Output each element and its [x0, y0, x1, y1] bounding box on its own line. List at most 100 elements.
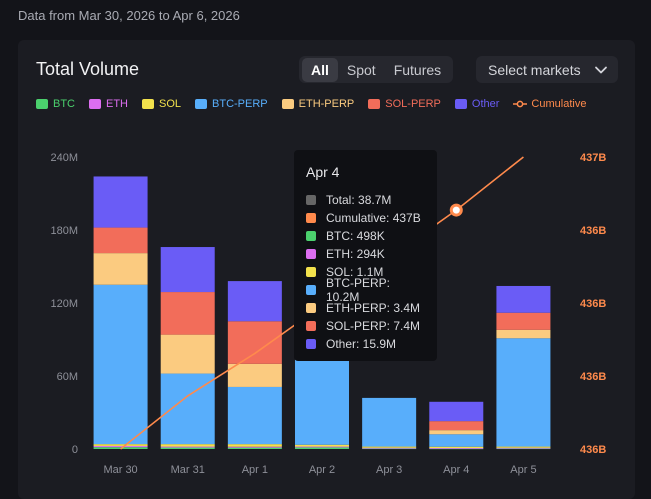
- legend-swatch: [36, 99, 48, 109]
- tooltip-row: Total: 38.7M: [306, 191, 425, 209]
- y2-tick-label: 436B: [580, 371, 606, 383]
- tooltip-swatch: [306, 213, 316, 223]
- card-title: Total Volume: [36, 59, 140, 79]
- tooltip-swatch: [306, 267, 316, 277]
- cumulative-line-icon: [513, 100, 528, 108]
- x-tick-label: Mar 31: [171, 464, 205, 476]
- tooltip-swatch: [306, 339, 316, 349]
- tooltip-row: Other: 15.9M: [306, 335, 425, 353]
- y-tick-label: 60M: [57, 371, 78, 383]
- bar-segment-eth: [496, 447, 551, 449]
- bar-segment-btc-perp: [362, 397, 417, 447]
- chart-legend: BTC ETH SOL BTC-PERP ETH-PERP SOL-PERP O…: [36, 98, 600, 110]
- bar-segment-sol-perp: [429, 421, 484, 431]
- bar-segment-eth-perp: [93, 253, 148, 285]
- tooltip-row-text: Total: 38.7M: [326, 193, 392, 207]
- bar-segment-sol: [93, 444, 148, 446]
- chart-tooltip: Apr 4 Total: 38.7M Cumulative: 437B BTC:…: [294, 150, 437, 361]
- y-tick-label: 120M: [50, 298, 78, 310]
- legend-item-eth-perp[interactable]: ETH-PERP: [281, 98, 354, 110]
- bar-segment-eth: [429, 448, 484, 449]
- bar-segment-other: [160, 247, 215, 293]
- legend-item-cumulative[interactable]: Cumulative: [513, 98, 586, 110]
- legend-item-sol[interactable]: SOL: [142, 98, 181, 110]
- legend-item-btc-perp[interactable]: BTC-PERP: [195, 98, 268, 110]
- tooltip-row: ETH-PERP: 3.4M: [306, 299, 425, 317]
- tooltip-row-text: BTC-PERP: 10.2M: [326, 276, 391, 304]
- tooltip-swatch: [306, 285, 316, 295]
- bar-segment-btc-perp: [496, 338, 551, 447]
- market-type-tabs: All Spot Futures: [299, 56, 454, 83]
- tooltip-row: BTC-PERP: 10.2M: [306, 276, 425, 304]
- bar-segment-eth-perp: [160, 334, 215, 374]
- select-markets-dropdown[interactable]: Select markets: [476, 56, 618, 83]
- bar-segment-eth: [93, 445, 148, 448]
- bar-segment-eth: [295, 446, 349, 448]
- y2-tick-label: 437B: [580, 152, 606, 164]
- bar-segment-other: [429, 401, 484, 422]
- legend-label: Cumulative: [531, 98, 587, 110]
- tab-all[interactable]: All: [302, 57, 338, 82]
- bar-segment-sol: [295, 444, 349, 447]
- tooltip-row: SOL: 1.1M: [306, 263, 425, 281]
- x-tick-label: Apr 3: [376, 464, 402, 476]
- bar-segment-btc-perp: [295, 359, 349, 445]
- tooltip-row: BTC: 498K: [306, 227, 425, 245]
- tooltip-row-text: ETH-PERP: 3.4M: [326, 301, 421, 315]
- x-tick-label: Apr 4: [443, 464, 469, 476]
- legend-label: ETH: [106, 98, 128, 110]
- tooltip-row-text: SOL: 1.1M: [326, 265, 384, 279]
- tooltip-row-text: Cumulative: 437B: [326, 211, 421, 225]
- legend-item-btc[interactable]: BTC: [36, 98, 75, 110]
- y-tick-label: 240M: [50, 152, 78, 164]
- legend-label: BTC: [53, 98, 75, 110]
- legend-label: BTC-PERP: [212, 98, 268, 110]
- bar-segment-btc: [362, 448, 417, 450]
- bar-segment-sol: [429, 446, 484, 449]
- bar-segment-btc: [295, 447, 349, 449]
- legend-label: SOL: [159, 98, 182, 110]
- bar-segment-btc: [496, 448, 551, 450]
- bar-segment-eth: [362, 447, 417, 449]
- tooltip-row-text: SOL-PERP: 7.4M: [326, 319, 421, 333]
- legend-label: Other: [471, 98, 500, 110]
- bar-segment-eth-perp: [227, 363, 282, 387]
- legend-item-eth[interactable]: ETH: [89, 98, 128, 110]
- legend-swatch: [368, 99, 381, 109]
- y2-tick-label: 436B: [580, 444, 606, 456]
- legend-swatch: [142, 99, 154, 109]
- legend-swatch: [89, 99, 101, 109]
- tab-futures[interactable]: Futures: [393, 61, 442, 78]
- tooltip-row-text: ETH: 294K: [326, 247, 385, 261]
- bar-segment-sol-perp: [496, 312, 551, 330]
- bar-segment-btc: [227, 447, 282, 449]
- bar-segment-other: [93, 176, 148, 228]
- bar-segment-sol: [160, 444, 215, 447]
- legend-item-sol-perp[interactable]: SOL-PERP: [368, 98, 441, 110]
- bar-segment-sol-perp: [160, 292, 215, 335]
- x-tick-label: Apr 5: [510, 464, 536, 476]
- bar-segment-btc-perp: [227, 386, 282, 445]
- bar-segment-eth: [227, 446, 282, 448]
- tooltip-swatch: [306, 195, 316, 205]
- legend-swatch: [454, 99, 467, 109]
- legend-item-other[interactable]: Other: [454, 98, 500, 110]
- y2-tick-label: 436B: [580, 225, 606, 237]
- bar-segment-sol: [496, 446, 551, 448]
- legend-label: SOL-PERP: [385, 98, 441, 110]
- x-tick-label: Apr 2: [309, 464, 335, 476]
- bar-segment-eth: [160, 446, 215, 448]
- tooltip-row: SOL-PERP: 7.4M: [306, 317, 425, 335]
- x-tick-label: Apr 1: [242, 464, 268, 476]
- legend-swatch: [195, 99, 208, 109]
- bar-segment-sol-perp: [93, 227, 148, 254]
- tab-spot[interactable]: Spot: [346, 61, 376, 78]
- date-range-text: Data from Mar 30, 2026 to Apr 6, 2026: [18, 8, 240, 23]
- legend-swatch: [281, 99, 294, 109]
- select-markets-label: Select markets: [488, 61, 581, 78]
- tooltip-row: ETH: 294K: [306, 245, 425, 263]
- bar-segment-sol-perp: [227, 321, 282, 364]
- bar-segment-eth-perp: [429, 430, 484, 435]
- chevron-down-icon: [595, 66, 607, 74]
